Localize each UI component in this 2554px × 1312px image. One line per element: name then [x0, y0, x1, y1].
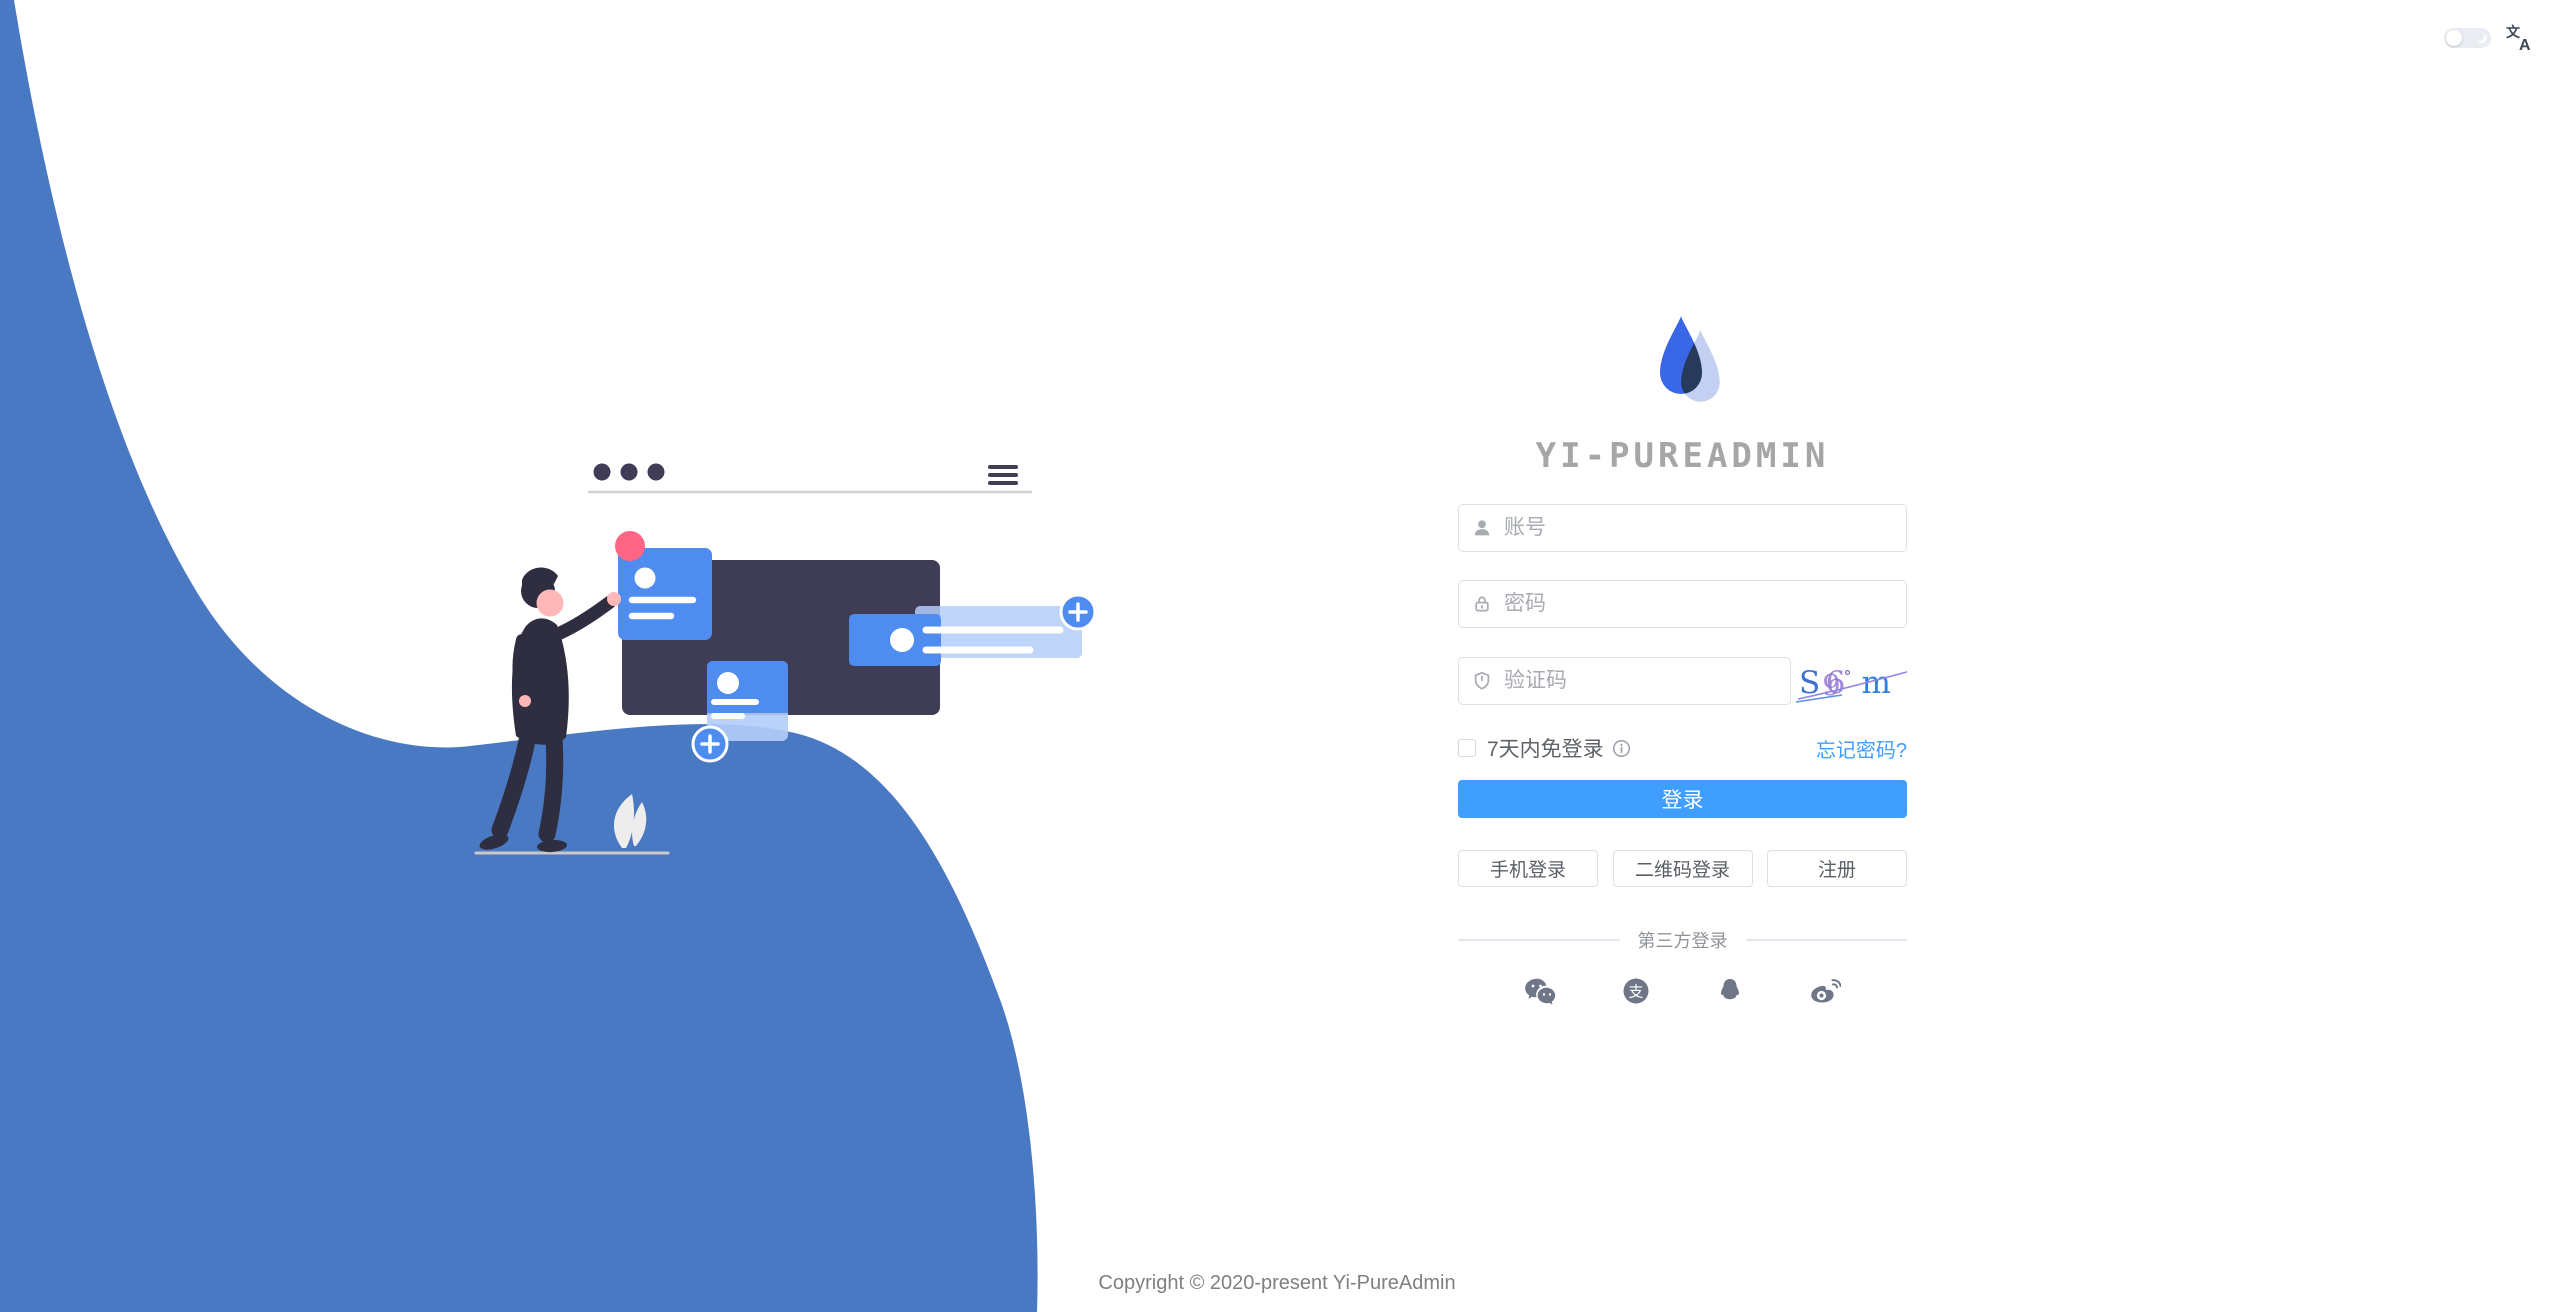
dark-mode-toggle[interactable] [2444, 28, 2491, 48]
captcha-noise-lines [1796, 671, 1907, 704]
phone-login-button[interactable]: 手机登录 [1458, 850, 1598, 888]
toggle-knob [2446, 30, 2462, 46]
hamburger-icon [988, 465, 1018, 485]
password-input[interactable] [1502, 591, 1893, 618]
remember-checkbox[interactable] [1458, 739, 1476, 758]
remember-label: 7天内免登录 [1487, 738, 1604, 762]
shield-icon [1472, 671, 1492, 691]
person [479, 567, 621, 853]
info-icon[interactable] [1612, 739, 1631, 758]
captcha-image[interactable]: S 9 6 ° m d [1796, 657, 1907, 706]
login-illustration [474, 463, 1097, 855]
svg-text:支: 支 [1629, 984, 1644, 1001]
illustration-notification-bar [849, 593, 1097, 666]
illustration-user-card-top [618, 548, 712, 640]
social-login-row: 支 [1458, 977, 1907, 1005]
accent-dot [615, 531, 645, 561]
login-panel: YI-PUREADMIN [1458, 312, 1907, 1005]
divider-line [1745, 939, 1907, 941]
third-party-divider: 第三方登录 [1458, 927, 1907, 953]
user-icon [1472, 518, 1492, 538]
password-field-wrapper [1458, 580, 1907, 629]
qr-login-button[interactable]: 二维码登录 [1612, 850, 1753, 888]
moon-icon [2474, 31, 2487, 44]
alternate-login-row: 手机登录 二维码登录 注册 [1458, 850, 1907, 888]
water-drop-logo [1659, 316, 1720, 402]
plus-icon [700, 734, 720, 754]
captcha-char: ° [1843, 666, 1852, 686]
browser-dots-icon [593, 463, 665, 481]
captcha-char: S [1799, 665, 1821, 702]
plus-icon [1068, 602, 1088, 622]
username-input[interactable] [1502, 515, 1893, 542]
weibo-icon[interactable] [1809, 977, 1841, 1005]
plant [613, 794, 647, 848]
wechat-icon[interactable] [1524, 977, 1558, 1005]
forgot-password-link[interactable]: 忘记密码? [1815, 739, 1907, 762]
translate-glyph-sub: A [2519, 37, 2531, 52]
lock-icon [1472, 594, 1492, 614]
divider-label: 第三方登录 [1637, 931, 1728, 952]
divider-line [1458, 939, 1620, 941]
copyright-text: Copyright © 2020-present Yi-PureAdmin [1098, 1272, 1456, 1294]
page-title: YI-PUREADMIN [1535, 436, 1830, 476]
captcha-input[interactable] [1502, 668, 1777, 695]
username-field-wrapper [1458, 504, 1907, 553]
captcha-field-wrapper [1458, 657, 1791, 706]
options-row: 7天内免登录 忘记密码? [1458, 738, 1907, 762]
illustration-user-card-bottom [691, 661, 788, 763]
translate-glyph-main: 文 [2506, 24, 2521, 40]
topbar: 文 A [2444, 24, 2534, 52]
login-button[interactable]: 登录 [1458, 780, 1907, 819]
captcha-row: S 9 6 ° m d [1458, 657, 1907, 706]
qq-icon[interactable] [1715, 977, 1745, 1005]
register-button[interactable]: 注册 [1767, 850, 1907, 888]
translate-icon[interactable]: 文 A [2506, 24, 2534, 52]
alipay-icon[interactable]: 支 [1622, 977, 1650, 1005]
